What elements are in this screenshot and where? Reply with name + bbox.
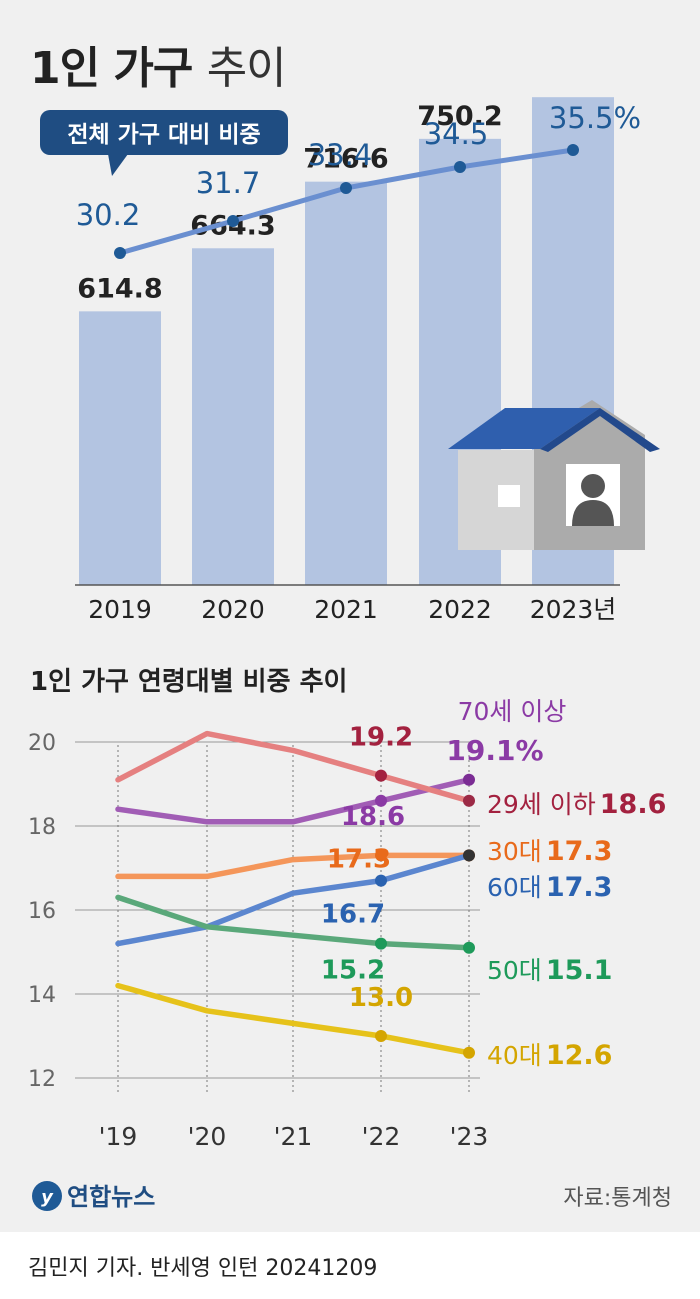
x-tick-label: 2019 bbox=[88, 595, 152, 624]
series-point bbox=[375, 849, 387, 862]
share-value-label: 30.2 bbox=[76, 198, 141, 232]
x-tick-label: '22 bbox=[362, 1122, 401, 1151]
end-value-label: 18.6 bbox=[600, 789, 667, 820]
x-tick-label: 2023년 bbox=[530, 595, 617, 624]
bar-value-label: 716.6 bbox=[303, 144, 388, 175]
x-tick-label: 2021 bbox=[314, 595, 378, 624]
y-tick-label: 18 bbox=[28, 815, 56, 840]
logo-mark bbox=[32, 1181, 62, 1211]
series-end-point bbox=[463, 849, 475, 862]
end-series-name: 70세 이상 bbox=[458, 697, 567, 726]
household-bar-chart: 614.82019664.32020716.62021750.22022782.… bbox=[40, 90, 660, 624]
point-value-label: 13.0 bbox=[349, 983, 413, 1013]
x-tick-label: 2022 bbox=[428, 595, 492, 624]
house-icon bbox=[448, 400, 660, 550]
x-tick-label: '21 bbox=[274, 1122, 313, 1151]
series-end-point bbox=[463, 794, 475, 807]
y-tick-label: 12 bbox=[28, 1067, 56, 1092]
x-tick-label: '19 bbox=[99, 1122, 138, 1151]
share-value-label: 31.7 bbox=[196, 166, 261, 200]
share-callout: 전체 가구 대비 비중 bbox=[40, 110, 288, 176]
footer-credit: 김민지 기자. 반세영 인턴 20241209 bbox=[28, 1256, 378, 1281]
title-light: 추이 bbox=[206, 43, 287, 94]
series-point bbox=[375, 769, 387, 782]
bar-2021 bbox=[305, 181, 387, 585]
end-series-name: 30대 bbox=[487, 837, 542, 866]
callout-label: 전체 가구 대비 비중 bbox=[67, 122, 260, 148]
series-end-point bbox=[463, 941, 475, 954]
footer: 김민지 기자. 반세영 인턴 20241209 bbox=[0, 1232, 700, 1299]
point-value-label: 16.7 bbox=[321, 900, 385, 930]
share-point bbox=[340, 182, 352, 194]
series-point bbox=[375, 937, 387, 950]
age-share-line-chart: 1인 가구 연령대별 비중 추이 12 14 16 18 20 '19 '20 '21 '22 '2… bbox=[28, 667, 672, 1211]
end-value-label: 19.1% bbox=[446, 734, 543, 767]
end-label: 40대 12.6 bbox=[487, 1040, 612, 1071]
series-line bbox=[115, 852, 472, 947]
end-series-name: 40대 bbox=[487, 1041, 542, 1070]
series-29세 이하: 19.2 bbox=[115, 723, 475, 807]
title-bold: 1인 가구 bbox=[30, 43, 193, 94]
end-series-name: 60대 bbox=[487, 873, 542, 902]
x-tick-label: '23 bbox=[450, 1122, 489, 1151]
series-line bbox=[115, 777, 472, 825]
point-value-label: 19.2 bbox=[349, 723, 413, 753]
bar-value-label: 614.8 bbox=[77, 273, 162, 304]
point-value-label: 18.6 bbox=[341, 802, 405, 832]
series-30대: 17.3 bbox=[115, 844, 475, 880]
point-value-label: 17.3 bbox=[327, 844, 391, 874]
series-point bbox=[375, 874, 387, 887]
end-value-label: 12.6 bbox=[546, 1040, 613, 1071]
yonhap-logo: y 연합뉴스 bbox=[32, 1181, 155, 1211]
series-point bbox=[375, 794, 387, 807]
bar-2020 bbox=[192, 248, 274, 585]
end-series-name: 50대 bbox=[487, 956, 542, 985]
bar-value-label: 750.2 bbox=[417, 101, 502, 132]
series-point bbox=[375, 1030, 387, 1042]
end-label: 30대 17.3 bbox=[487, 836, 612, 867]
series-40대: 13.0 bbox=[115, 982, 475, 1059]
share-point bbox=[567, 144, 579, 156]
series-70세 이상: 18.6 bbox=[115, 773, 475, 832]
y-tick-label: 16 bbox=[28, 899, 56, 924]
share-point bbox=[454, 161, 466, 173]
series-line bbox=[115, 894, 472, 951]
end-label: 50대 15.1 bbox=[487, 955, 612, 986]
logo-text: 연합뉴스 bbox=[67, 1183, 155, 1211]
source-label: 자료:통계청 bbox=[563, 1186, 672, 1211]
y-tick-label: 14 bbox=[28, 983, 56, 1008]
point-value-label: 15.2 bbox=[321, 956, 385, 986]
svg-text:y: y bbox=[41, 1187, 54, 1208]
house-roof-edge bbox=[540, 408, 660, 452]
y-tick-label: 20 bbox=[28, 731, 56, 756]
house-roof bbox=[448, 408, 600, 449]
series-line bbox=[115, 730, 472, 804]
share-value-label: 35.5% bbox=[549, 101, 641, 135]
share-value-label: 33.4 bbox=[308, 138, 373, 172]
page-title: 1인 가구 추이 bbox=[30, 32, 287, 96]
share-value-label: 34.5 bbox=[424, 117, 489, 151]
x-tick-label: '20 bbox=[188, 1122, 227, 1151]
house-window bbox=[498, 485, 520, 507]
series-line bbox=[115, 852, 472, 880]
series-end-point bbox=[463, 773, 475, 786]
age-chart-title: 1인 가구 연령대별 비중 추이 bbox=[30, 667, 347, 697]
bar-2019 bbox=[79, 311, 161, 585]
end-series-name: 29세 이하 bbox=[487, 790, 596, 819]
end-label: 60대 17.3 bbox=[487, 872, 612, 903]
end-value-label: 17.3 bbox=[546, 836, 613, 867]
series-60대: 16.7 bbox=[115, 849, 475, 947]
end-value-label: 17.3 bbox=[546, 872, 613, 903]
end-label: 29세 이하 18.6 bbox=[487, 789, 666, 820]
series-end-point bbox=[463, 1046, 475, 1059]
end-value-label: 15.1 bbox=[546, 955, 613, 986]
share-point bbox=[227, 215, 239, 227]
share-point bbox=[114, 247, 126, 259]
person-icon bbox=[566, 464, 620, 526]
series-50대: 15.2 bbox=[115, 894, 475, 986]
series-line bbox=[115, 982, 472, 1056]
x-tick-label: 2020 bbox=[201, 595, 265, 624]
